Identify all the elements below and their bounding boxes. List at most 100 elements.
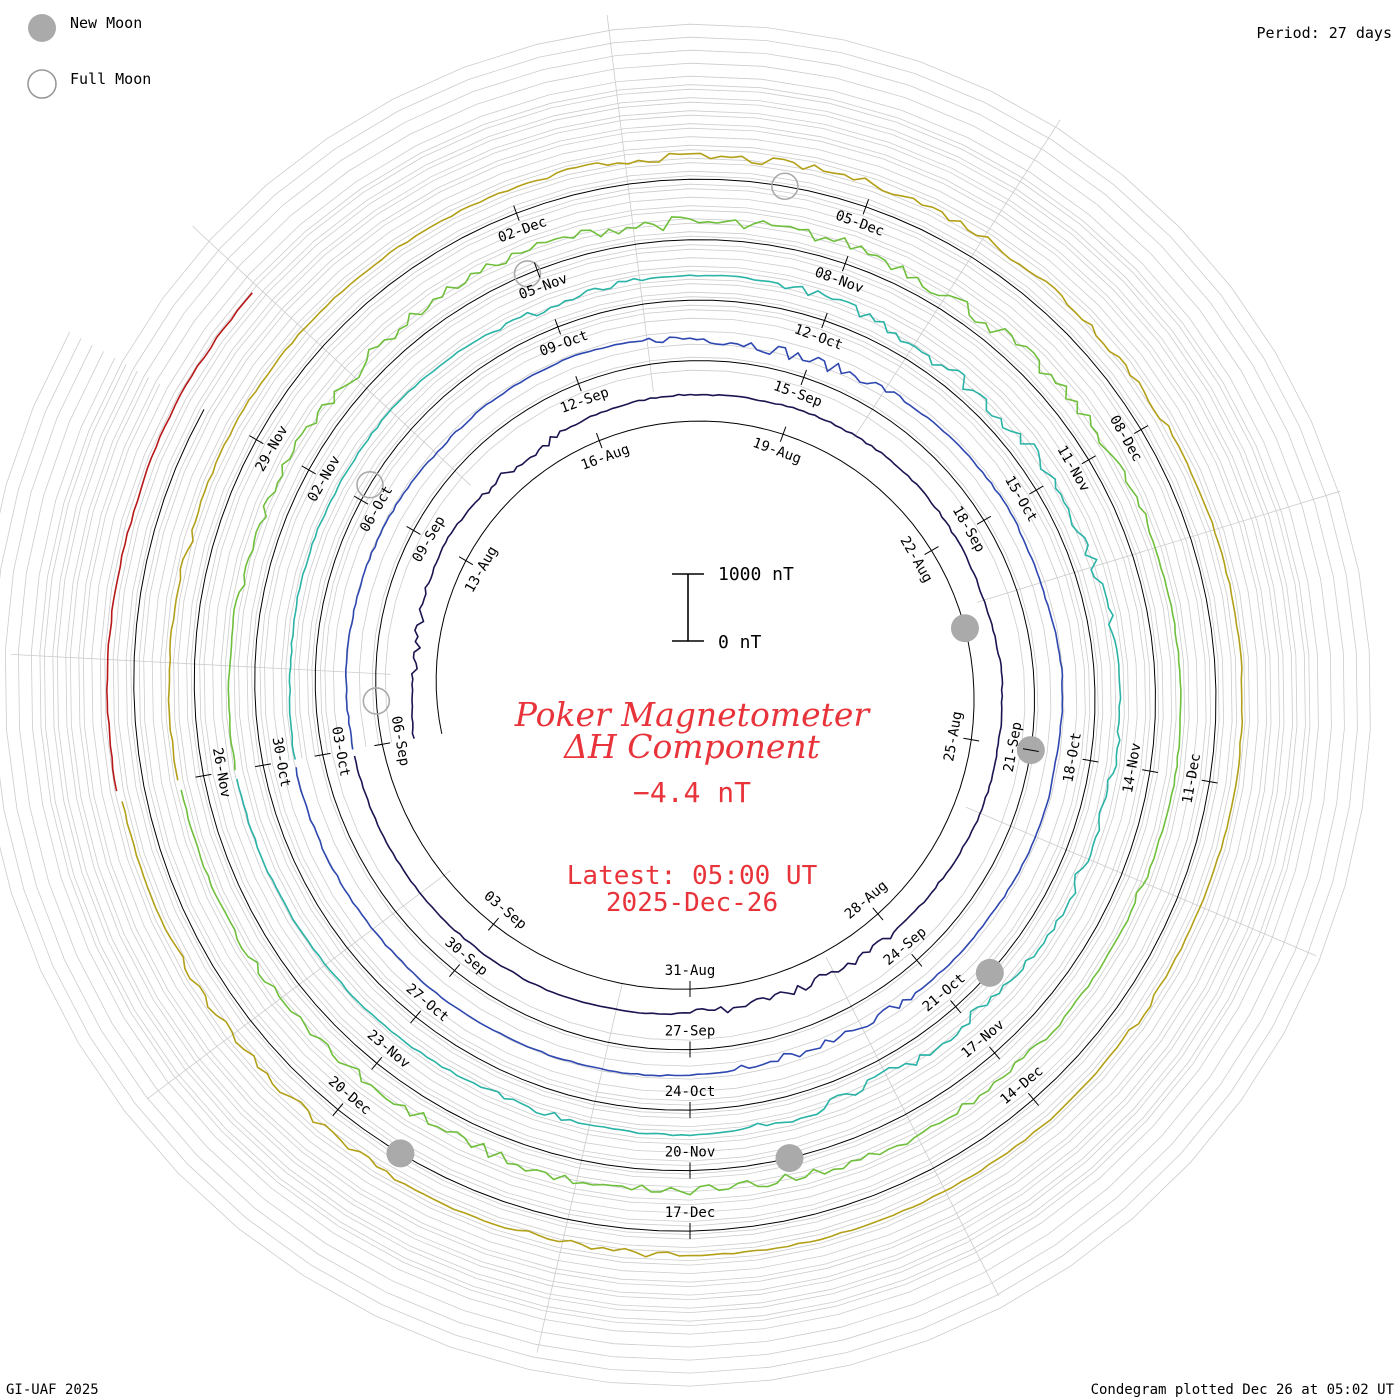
grid-ring xyxy=(4,49,1345,1361)
date-label: 15-Sep xyxy=(771,378,824,410)
grid-ring xyxy=(30,75,1319,1335)
date-tick xyxy=(249,435,264,445)
chart-title: Poker Magnetometer xyxy=(514,695,872,734)
date-tick xyxy=(950,1000,962,1014)
period-label: Period: 27 days xyxy=(1257,24,1392,42)
latest-time: Latest: 05:00 UT xyxy=(567,861,818,891)
grid-ring xyxy=(43,88,1306,1322)
date-label: 24-Oct xyxy=(665,1084,716,1100)
scale-bar: 1000 nT 0 nT xyxy=(672,564,794,653)
full-moon-label: Full Moon xyxy=(70,70,151,88)
date-tick xyxy=(458,556,474,566)
date-tick xyxy=(353,495,369,505)
date-tick xyxy=(314,752,331,757)
date-label: 20-Nov xyxy=(665,1145,716,1161)
scale-bottom-label: 0 nT xyxy=(718,632,762,653)
new-moon-marker xyxy=(386,1139,415,1168)
data-series xyxy=(106,152,1244,1258)
date-tick xyxy=(1082,758,1099,763)
center-title: Poker Magnetometer ΔH Component −4.4 nT … xyxy=(514,695,872,918)
date-label: 03-Sep xyxy=(481,888,530,933)
day-spoke xyxy=(965,806,1317,957)
legend: New Moon Full Moon xyxy=(27,14,151,99)
series-line-1 xyxy=(353,393,1004,1016)
day-spoke xyxy=(606,15,654,393)
date-tick xyxy=(1022,748,1039,752)
date-label: 24-Sep xyxy=(881,924,930,969)
date-label: 14-Dec xyxy=(997,1063,1046,1108)
date-label: 25-Aug xyxy=(941,710,966,763)
series-line-5 xyxy=(121,152,1244,1258)
full-moon-marker xyxy=(513,260,542,288)
new-moon-icon xyxy=(28,14,56,42)
date-label: 12-Oct xyxy=(792,321,845,353)
new-moon-label: New Moon xyxy=(70,14,142,32)
full-moon-icon xyxy=(27,69,57,99)
full-moon-marker xyxy=(362,687,391,715)
grid-ring xyxy=(82,127,1267,1283)
full-moon-marker xyxy=(356,471,384,499)
grid-ring xyxy=(56,101,1293,1309)
date-tick xyxy=(821,312,828,329)
date-tick xyxy=(924,546,939,555)
series-line-2 xyxy=(295,336,1064,1077)
date-tick xyxy=(872,907,884,921)
date-tick xyxy=(779,426,787,442)
date-tick xyxy=(332,1103,344,1117)
date-tick xyxy=(1081,455,1096,465)
date-tick xyxy=(410,1010,422,1024)
date-label: 30-Sep xyxy=(442,934,491,979)
grid-ring xyxy=(0,23,1371,1387)
footer-plotted: Condegram plotted Dec 26 at 05:02 UT xyxy=(1091,1382,1395,1398)
date-tick xyxy=(533,262,541,278)
date-label: 27-Sep xyxy=(665,1024,716,1040)
date-tick xyxy=(1029,485,1044,495)
current-value: −4.4 nT xyxy=(633,776,751,809)
date-tick xyxy=(596,432,603,449)
day-spoke xyxy=(825,957,1000,1297)
day-spoke xyxy=(192,225,471,486)
date-tick xyxy=(1027,1092,1039,1106)
date-tick xyxy=(989,1046,1001,1060)
date-label: 28-Aug xyxy=(842,878,891,923)
date-label: 17-Nov xyxy=(958,1017,1007,1062)
new-moon-marker xyxy=(950,614,979,643)
date-tick xyxy=(1133,425,1149,434)
date-label: 13-Aug xyxy=(462,544,501,596)
date-tick xyxy=(487,917,499,931)
date-tick xyxy=(374,742,391,747)
day-spoke xyxy=(10,654,391,675)
date-label: 31-Aug xyxy=(665,963,716,979)
date-label: 21-Oct xyxy=(920,970,969,1015)
new-moon-marker xyxy=(975,958,1004,987)
day-spokes xyxy=(10,15,1341,1353)
series-line-3 xyxy=(236,274,1122,1137)
grid-ring xyxy=(0,36,1358,1374)
series-line-4 xyxy=(180,216,1182,1196)
day-spoke xyxy=(853,119,1061,439)
series-line-6 xyxy=(106,292,253,792)
date-label: 22-Aug xyxy=(896,534,935,586)
date-tick xyxy=(371,1056,383,1070)
date-tick xyxy=(862,199,870,215)
new-moon-marker xyxy=(775,1144,804,1173)
date-tick xyxy=(800,369,807,386)
date-tick xyxy=(911,953,923,967)
latest-date: 2025-Dec-26 xyxy=(606,888,778,918)
day-spoke xyxy=(536,982,623,1353)
date-tick xyxy=(554,319,562,335)
chart-subtitle: ΔH Component xyxy=(562,727,821,766)
date-label: 19-Aug xyxy=(750,435,803,467)
date-label: 05-Dec xyxy=(833,208,886,240)
scale-top-label: 1000 nT xyxy=(718,564,794,585)
date-tick xyxy=(575,376,582,392)
day-spoke xyxy=(146,870,451,1100)
date-tick xyxy=(406,525,421,535)
date-tick xyxy=(1142,769,1158,773)
footer-credit: GI-UAF 2025 xyxy=(6,1382,99,1398)
day-spoke xyxy=(976,490,1341,603)
date-tick xyxy=(513,205,520,221)
date-tick xyxy=(255,763,272,768)
date-tick xyxy=(976,515,992,525)
